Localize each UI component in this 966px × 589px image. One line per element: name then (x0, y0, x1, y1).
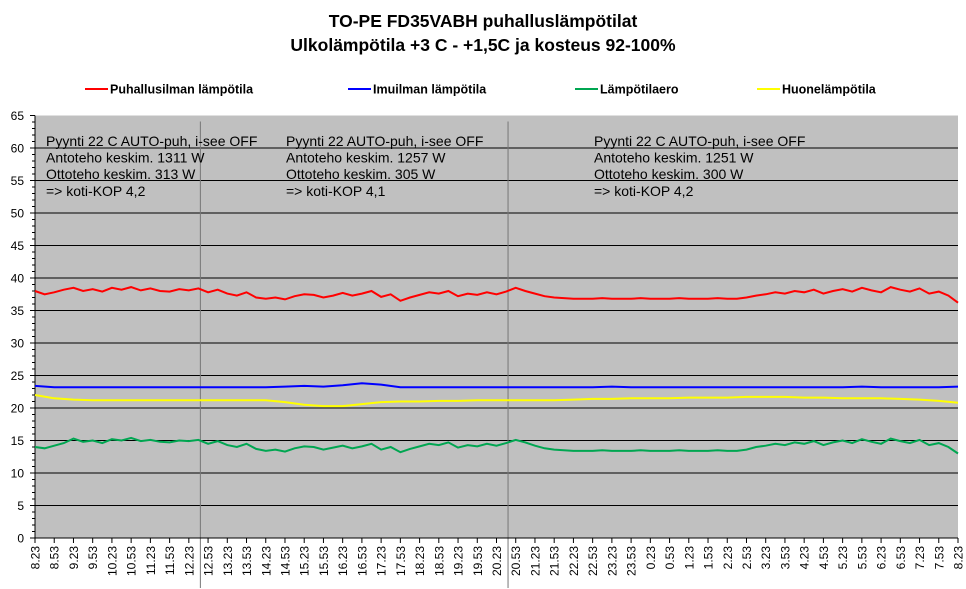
x-tick-label: 6.23 (875, 546, 889, 570)
annotation-line: => koti-KOP 4,2 (594, 183, 694, 199)
x-tick-label: 4.23 (798, 546, 812, 570)
x-tick-label: 10.23 (105, 546, 119, 576)
annotation-line: Pyynti 22 AUTO-puh, i-see OFF (286, 133, 483, 149)
x-tick-label: 22.23 (567, 546, 581, 576)
x-tick-label: 10.53 (125, 546, 139, 576)
x-tick-label: 19.53 (471, 546, 485, 576)
series-line-Lämpötilaero (34, 436, 959, 455)
y-tick-label: 25 (11, 369, 25, 383)
x-tick-label: 17.53 (394, 546, 408, 576)
x-tick-label: 5.53 (855, 546, 869, 570)
series-line-Huonelämpötila (34, 394, 959, 408)
y-tick-label: 30 (11, 337, 25, 351)
y-tick-label: 65 (11, 109, 25, 123)
x-tick-label: 20.53 (509, 546, 523, 576)
annotation-line: => koti-KOP 4,1 (286, 183, 386, 199)
x-tick-label: 7.23 (913, 546, 927, 570)
x-tick-label: 8.53 (48, 546, 62, 570)
x-tick-label: 22.53 (586, 546, 600, 576)
y-tick-label: 50 (11, 207, 25, 221)
x-tick-label: 8.23 (952, 546, 966, 570)
x-tick-label: 11.53 (163, 546, 177, 575)
x-tick-label: 13.23 (221, 546, 235, 576)
x-tick-label: 11.23 (144, 546, 158, 575)
x-tick-label: 0.23 (644, 546, 658, 570)
x-tick-label: 14.53 (278, 546, 292, 576)
x-tick-label: 15.23 (298, 546, 312, 576)
x-tick-label: 2.53 (740, 546, 754, 570)
y-tick-label: 20 (11, 402, 25, 416)
series-line-Puhallusilman lämpötila (34, 286, 959, 304)
x-tick-label: 12.23 (182, 546, 196, 576)
annotation-line: Ottoteho keskim. 300 W (594, 166, 744, 182)
x-tick-label: 7.53 (932, 546, 946, 570)
chart-title-line-2: Ulkolämpötila +3 C - +1,5C ja kosteus 92… (290, 35, 676, 55)
x-tick-label: 21.23 (528, 546, 542, 576)
x-tick-label: 15.53 (317, 546, 331, 576)
x-tick-label: 6.53 (894, 546, 908, 570)
x-tick-label: 3.53 (778, 546, 792, 570)
y-tick-label: 40 (11, 272, 25, 286)
x-tick-label: 21.53 (548, 546, 562, 576)
legend-label: Huonelämpötila (782, 83, 877, 97)
x-tick-label: 8.23 (29, 546, 43, 570)
x-tick-label: 0.53 (663, 546, 677, 570)
annotation-line: Ottoteho keskim. 313 W (46, 166, 196, 182)
x-tick-label: 23.53 (625, 546, 639, 576)
x-tick-label: 16.23 (336, 546, 350, 576)
annotation-line: Antoteho keskim. 1257 W (286, 150, 446, 166)
legend-label: Puhallusilman lämpötila (110, 83, 254, 97)
chart-title-line-1: TO-PE FD35VABH puhalluslämpötilat (328, 11, 638, 31)
legend-label: Imuilman lämpötila (373, 83, 487, 97)
x-tick-label: 14.23 (259, 546, 273, 576)
y-tick-label: 10 (11, 467, 25, 481)
y-tick-label: 55 (11, 174, 25, 188)
x-tick-label: 19.23 (452, 546, 466, 576)
y-tick-label: 0 (17, 532, 24, 546)
x-tick-label: 12.53 (202, 546, 216, 576)
x-tick-label: 9.53 (86, 546, 100, 570)
x-tick-label: 20.23 (490, 546, 504, 576)
x-tick-label: 1.53 (702, 546, 716, 570)
x-tick-label: 4.53 (817, 546, 831, 570)
plot-area (35, 115, 958, 538)
x-tick-label: 23.23 (605, 546, 619, 576)
x-tick-label: 5.23 (836, 546, 850, 570)
annotation-line: Ottoteho keskim. 305 W (286, 166, 436, 182)
x-tick-label: 16.53 (355, 546, 369, 576)
x-tick-label: 9.23 (67, 546, 81, 570)
annotation-line: Pyynti 22 C AUTO-puh, i-see OFF (46, 133, 257, 149)
annotation-line: Pyynti 22 C AUTO-puh, i-see OFF (594, 133, 805, 149)
annotation-line: => koti-KOP 4,2 (46, 183, 146, 199)
y-tick-label: 35 (11, 304, 25, 318)
x-tick-label: 3.23 (759, 546, 773, 570)
annotation-line: Antoteho keskim. 1251 W (594, 150, 754, 166)
x-tick-label: 17.23 (375, 546, 389, 576)
legend-label: Lämpötilaero (600, 83, 679, 97)
annotation-line: Antoteho keskim. 1311 W (46, 150, 205, 166)
x-tick-label: 13.53 (240, 546, 254, 576)
y-tick-label: 45 (11, 239, 25, 253)
y-tick-label: 15 (11, 434, 25, 448)
x-tick-label: 1.23 (682, 546, 696, 570)
x-tick-label: 18.23 (413, 546, 427, 576)
x-tick-label: 18.53 (432, 546, 446, 576)
x-tick-label: 2.23 (721, 546, 735, 570)
y-tick-label: 5 (17, 499, 24, 513)
y-tick-label: 60 (11, 142, 25, 156)
series-line-Imuilman lämpötila (34, 382, 959, 389)
